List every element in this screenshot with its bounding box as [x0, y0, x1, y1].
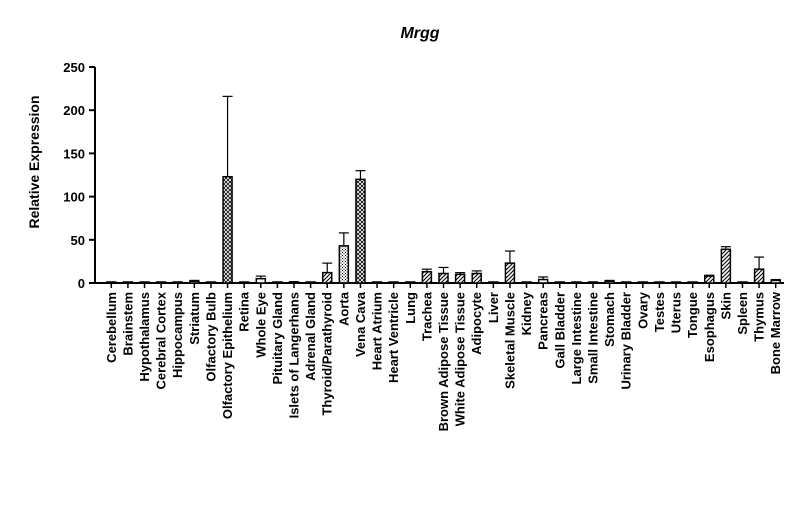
- x-tick-label: Aorta: [336, 291, 351, 326]
- x-tick-label: Adipocyte: [469, 292, 484, 355]
- x-tick-label: Tongue: [685, 292, 700, 338]
- bar: [122, 281, 134, 284]
- bar: [604, 280, 615, 284]
- axes: [94, 67, 784, 284]
- bar: [321, 271, 333, 284]
- bar: [272, 281, 283, 284]
- x-tick-label: Pancreas: [536, 292, 551, 350]
- bar: [305, 281, 316, 284]
- x-tick-label: Heart Ventricle: [386, 292, 401, 383]
- x-tick-label: Olfactory Bulb: [203, 292, 218, 382]
- x-tick-label: Adrenal Gland: [303, 292, 318, 381]
- x-tick-label: Vena Cava: [353, 291, 368, 357]
- bar: [205, 281, 217, 284]
- bar: [670, 281, 682, 284]
- bar: [537, 278, 549, 284]
- x-tick-label: Uterus: [669, 292, 684, 333]
- x-tick-label: Urinary Bladder: [619, 292, 634, 390]
- y-tick-label: 50: [71, 233, 85, 248]
- y-tick-label: 150: [63, 146, 85, 161]
- bar: [139, 281, 150, 284]
- x-tick-label: Spleen: [735, 292, 750, 335]
- x-tick-label: Large Intestine: [569, 292, 584, 384]
- bar: [421, 271, 433, 284]
- x-tick-label: Lung: [403, 292, 418, 324]
- x-tick-label: Olfactory Epithelium: [220, 292, 235, 419]
- x-tick-label: Thymus: [752, 292, 767, 342]
- bar: [504, 262, 516, 284]
- bar: [438, 272, 449, 284]
- x-tick-label: Liver: [486, 292, 501, 323]
- bar: [405, 281, 416, 284]
- x-tick-label: Retina: [237, 291, 252, 332]
- bar: [637, 281, 649, 284]
- bar: [388, 281, 399, 284]
- bar: [704, 275, 715, 284]
- bar: [355, 178, 366, 284]
- x-tick-label: Gall Bladder: [552, 292, 567, 369]
- error-bars: [189, 95, 781, 283]
- y-tick-label: 200: [63, 103, 85, 118]
- x-tick-label: White Adipose Tissue: [453, 292, 468, 426]
- x-tick-label: Ovary: [635, 291, 650, 329]
- bar: [654, 281, 665, 284]
- x-tick-label: Whole Eye: [253, 292, 268, 358]
- x-tick-label: Cerebellum: [104, 292, 119, 363]
- x-ticks: Cerebellum Brainstem Hypothalamus Cerebral …: [104, 283, 783, 431]
- bar: [753, 268, 765, 284]
- bar: [488, 281, 499, 284]
- x-tick-label: Skeletal Muscle: [502, 292, 517, 389]
- bar: [255, 277, 267, 284]
- bar: [587, 281, 599, 284]
- bar: [172, 281, 183, 284]
- x-tick-label: Brown Adipose Tissue: [436, 292, 451, 431]
- x-tick-label: Trachea: [419, 291, 434, 341]
- chart-title: Mrgg: [400, 25, 439, 42]
- x-tick-label: Bone Marrow: [768, 291, 783, 374]
- bar: [454, 273, 466, 284]
- bar: [687, 281, 698, 284]
- x-tick-label: Esophagus: [702, 292, 717, 362]
- y-ticks: 0 50 100 150 200 250: [63, 60, 95, 291]
- y-axis-label: Relative Expression: [26, 95, 42, 228]
- x-tick-label: Hypothalamus: [137, 292, 152, 382]
- bar: [189, 280, 200, 284]
- y-tick-label: 100: [63, 190, 85, 205]
- bar: [737, 281, 748, 284]
- x-tick-label: Islets of Langerhans: [287, 292, 302, 418]
- bar: [471, 272, 482, 284]
- bar: [106, 281, 117, 284]
- bar: [521, 281, 532, 284]
- y-tick-label: 0: [78, 276, 85, 291]
- x-tick-label: Skin: [718, 292, 733, 320]
- y-tick-label: 250: [63, 60, 85, 75]
- bar: [338, 245, 350, 284]
- bar: [554, 281, 566, 284]
- bar: [720, 248, 732, 284]
- x-tick-label: Brainstem: [120, 292, 135, 356]
- bar: [620, 281, 632, 284]
- bar: [371, 281, 383, 284]
- x-tick-label: Stomach: [602, 292, 617, 347]
- x-tick-label: Heart Atrium: [370, 292, 385, 370]
- x-tick-label: Striatum: [187, 292, 202, 345]
- bar: [238, 281, 250, 284]
- bar: [770, 279, 781, 284]
- x-tick-label: Testes: [652, 292, 667, 332]
- x-tick-label: Cerebral Cortex: [154, 291, 169, 389]
- bar: [222, 175, 233, 284]
- x-tick-label: Kidney: [519, 291, 534, 335]
- bar: [155, 281, 167, 284]
- x-tick-label: Thyroid/Parathyroid: [320, 292, 335, 416]
- x-tick-label: Small Intestine: [585, 292, 600, 384]
- x-tick-label: Pituitary Gland: [270, 292, 285, 385]
- x-tick-label: Hippocampus: [170, 292, 185, 378]
- bar: [571, 281, 582, 284]
